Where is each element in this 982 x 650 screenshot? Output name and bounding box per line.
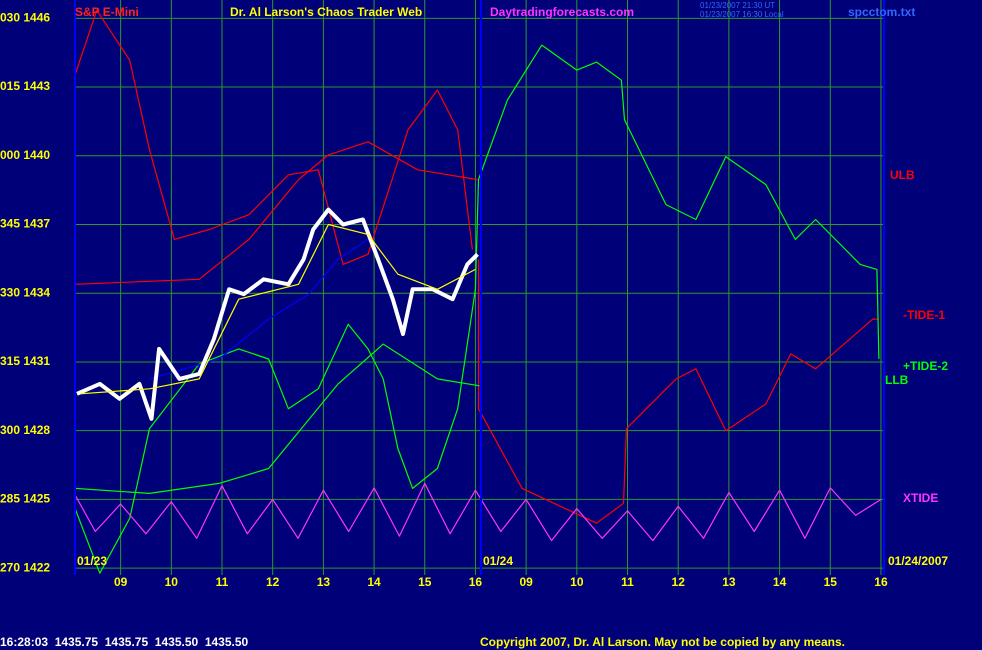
copyright: Copyright 2007, Dr. Al Larson. May not b… bbox=[480, 635, 845, 649]
x-tick-label: 11 bbox=[216, 575, 229, 589]
site: Daytradingforecasts.com bbox=[490, 5, 634, 19]
status-bar: 16:28:03 1435.75 1435.75 1435.50 1435.50 bbox=[0, 635, 249, 649]
y-tick-label: 000 1440 bbox=[0, 148, 50, 162]
instrument: S&P E-Mini bbox=[75, 5, 139, 19]
series-line bbox=[74, 9, 473, 265]
x-tick-label: 13 bbox=[722, 575, 736, 589]
x-tick-label: 16 bbox=[469, 575, 483, 589]
legend-label: +TIDE-2 bbox=[903, 359, 948, 373]
date-label: 01/24 bbox=[483, 554, 513, 568]
series-line bbox=[149, 238, 379, 380]
grid bbox=[75, 0, 884, 575]
x-tick-label: 14 bbox=[773, 575, 787, 589]
y-tick-label: 030 1446 bbox=[0, 10, 50, 24]
y-tick-label: 315 1431 bbox=[0, 354, 50, 368]
x-tick-label: 15 bbox=[824, 575, 838, 589]
date-label: 01/24/2007 bbox=[888, 554, 948, 568]
lines bbox=[74, 9, 882, 574]
legend-label: -TIDE-1 bbox=[903, 308, 945, 322]
x-tick-label: 10 bbox=[165, 575, 179, 589]
series-line bbox=[74, 482, 882, 542]
legend-label: LLB bbox=[885, 373, 909, 387]
date-label: 01/23 bbox=[77, 554, 107, 568]
x-tick-label: 12 bbox=[672, 575, 686, 589]
x-tick-label: 10 bbox=[570, 575, 584, 589]
x-tick-label: 09 bbox=[519, 575, 533, 589]
series-line bbox=[76, 207, 479, 421]
series-line bbox=[74, 44, 880, 574]
timestamp: 01/23/2007 16:30 Local bbox=[700, 10, 784, 19]
y-tick-label: 300 1428 bbox=[0, 423, 50, 437]
legend-label: XTIDE bbox=[903, 491, 938, 505]
y-tick-label: 270 1422 bbox=[0, 560, 50, 574]
x-tick-label: 12 bbox=[266, 575, 280, 589]
series-line bbox=[80, 223, 476, 395]
legend-label: ULB bbox=[890, 168, 915, 182]
x-tick-label: 11 bbox=[621, 575, 634, 589]
y-tick-label: 015 1443 bbox=[0, 79, 50, 93]
series-line bbox=[477, 259, 879, 524]
chart-title: Dr. Al Larson's Chaos Trader Web bbox=[230, 5, 422, 19]
x-tick-label: 14 bbox=[367, 575, 381, 589]
x-tick-label: 13 bbox=[317, 575, 331, 589]
x-tick-label: 16 bbox=[874, 575, 888, 589]
y-tick-label: 345 1437 bbox=[0, 217, 50, 231]
x-tick-label: 09 bbox=[114, 575, 128, 589]
y-tick-label: 285 1425 bbox=[0, 492, 50, 506]
series-line bbox=[74, 343, 480, 494]
timestamp: 01/23/2007 21:30 UT bbox=[700, 1, 775, 10]
y-tick-label: 330 1434 bbox=[0, 285, 50, 299]
series-line bbox=[74, 141, 478, 285]
file-name: spcctom.txt bbox=[848, 5, 915, 19]
x-tick-label: 15 bbox=[418, 575, 432, 589]
